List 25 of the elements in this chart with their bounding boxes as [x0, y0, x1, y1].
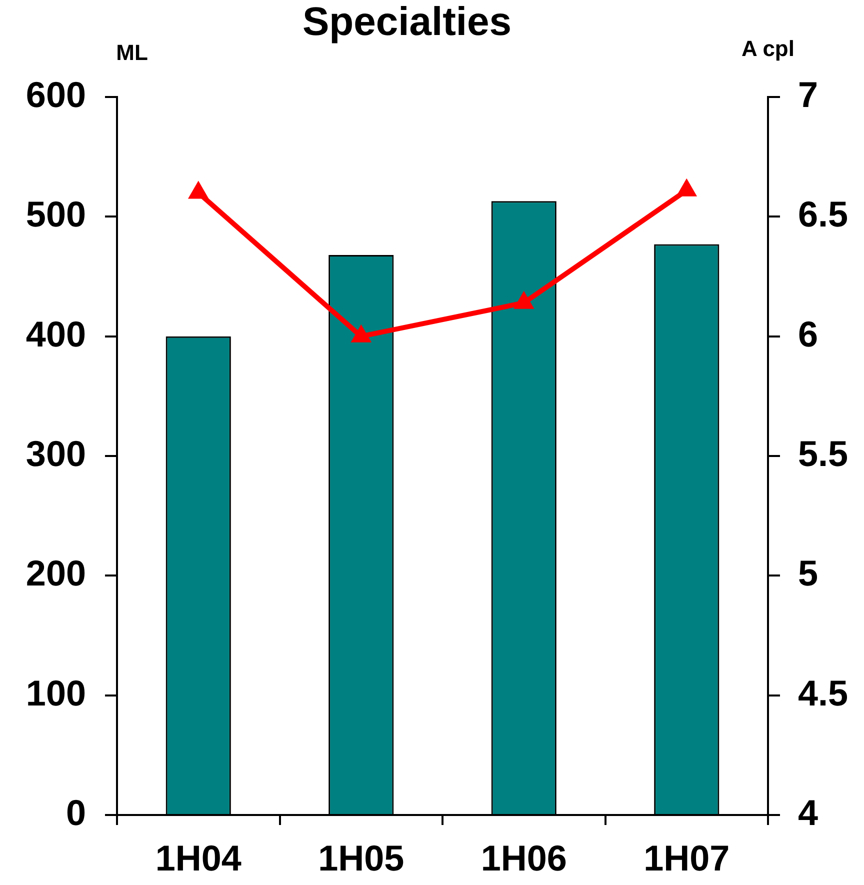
y2-tick-label: 4.5	[798, 672, 848, 714]
y-tick-label: 300	[26, 432, 86, 474]
y2-tick-label: 5	[798, 552, 818, 594]
y-tick-label: 200	[26, 552, 86, 594]
x-tick-label: 1H07	[644, 838, 730, 879]
point	[676, 178, 698, 196]
y2-tick-label: 6.5	[798, 194, 848, 235]
y2-tick-label: 6	[798, 313, 818, 354]
y-tick-label: 500	[26, 194, 86, 235]
y2-axis-title: A cpl	[742, 36, 794, 62]
x-tick-label: 1H05	[318, 838, 404, 879]
y2-tick-label: 5.5	[798, 432, 848, 474]
y-tick-label: 400	[26, 313, 86, 354]
y2-tick-label: 7	[798, 74, 818, 115]
y-tick-label: 0	[66, 792, 86, 833]
x-tick-label: 1H04	[155, 838, 242, 879]
y-tick-label: 100	[26, 672, 86, 714]
point	[350, 324, 372, 342]
point	[188, 180, 209, 199]
y2-tick-label: 4	[798, 792, 818, 833]
x-tick-label: 1H06	[480, 838, 567, 879]
y-axis-title: ML	[116, 40, 148, 66]
chart-title: Specialties	[302, 0, 512, 44]
y-tick-label: 600	[26, 74, 86, 115]
point	[513, 290, 534, 309]
